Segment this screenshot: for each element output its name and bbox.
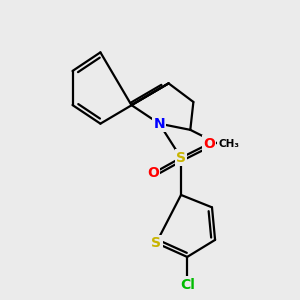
Text: N: N bbox=[154, 117, 165, 131]
Text: CH₃: CH₃ bbox=[218, 139, 239, 149]
Text: O: O bbox=[203, 137, 215, 151]
Text: S: S bbox=[176, 151, 186, 165]
Text: O: O bbox=[147, 166, 159, 180]
Text: S: S bbox=[151, 236, 161, 250]
Text: Cl: Cl bbox=[180, 278, 195, 292]
